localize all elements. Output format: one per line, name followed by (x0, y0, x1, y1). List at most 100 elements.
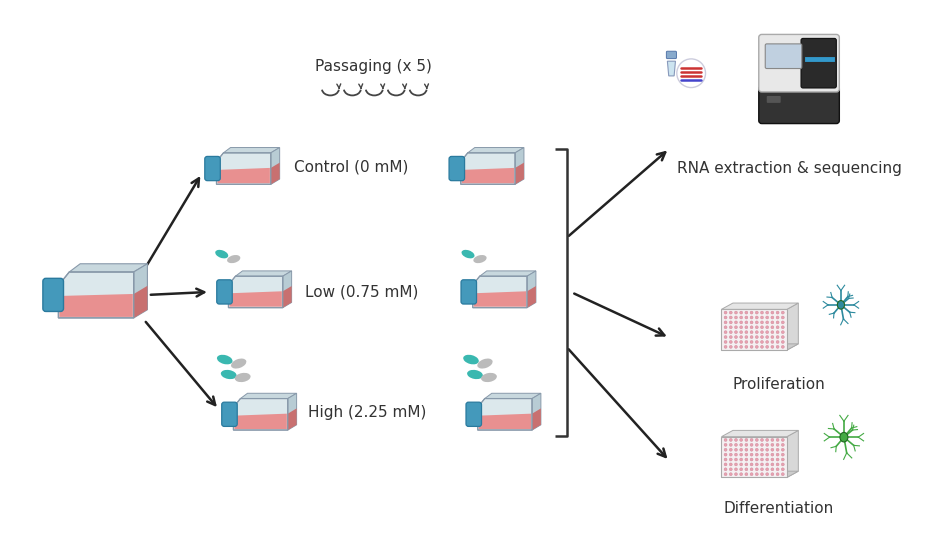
Circle shape (781, 316, 785, 319)
FancyBboxPatch shape (221, 402, 238, 426)
Circle shape (766, 345, 769, 348)
Circle shape (755, 438, 758, 442)
Text: Proliferation: Proliferation (732, 377, 826, 392)
Polygon shape (721, 431, 798, 437)
Circle shape (730, 336, 732, 339)
Circle shape (781, 311, 785, 314)
Polygon shape (478, 399, 532, 430)
Circle shape (776, 468, 779, 471)
Circle shape (750, 316, 753, 319)
Circle shape (724, 438, 727, 442)
Circle shape (781, 473, 785, 476)
Circle shape (740, 463, 743, 466)
FancyBboxPatch shape (666, 51, 676, 59)
Circle shape (766, 443, 769, 446)
Polygon shape (134, 264, 147, 318)
Circle shape (755, 473, 758, 476)
Circle shape (730, 316, 732, 319)
Polygon shape (271, 147, 279, 184)
Ellipse shape (467, 370, 483, 379)
Circle shape (770, 448, 774, 451)
Circle shape (770, 463, 774, 466)
Circle shape (766, 321, 769, 324)
Circle shape (734, 443, 737, 446)
Circle shape (724, 311, 727, 314)
Polygon shape (217, 153, 271, 184)
Ellipse shape (217, 355, 233, 364)
Polygon shape (532, 409, 541, 430)
Circle shape (776, 448, 779, 451)
Circle shape (781, 345, 785, 348)
Circle shape (761, 463, 764, 466)
Circle shape (740, 331, 743, 334)
Circle shape (776, 316, 779, 319)
Circle shape (755, 453, 758, 456)
Circle shape (770, 468, 774, 471)
Circle shape (734, 453, 737, 456)
Ellipse shape (840, 432, 848, 442)
Polygon shape (218, 168, 270, 183)
Polygon shape (283, 271, 292, 307)
Polygon shape (228, 276, 283, 307)
Circle shape (766, 340, 769, 343)
FancyBboxPatch shape (449, 156, 465, 180)
Circle shape (740, 468, 743, 471)
Polygon shape (462, 168, 514, 183)
FancyBboxPatch shape (466, 402, 482, 426)
Circle shape (730, 473, 732, 476)
FancyBboxPatch shape (759, 35, 840, 92)
FancyBboxPatch shape (767, 96, 781, 103)
Circle shape (745, 468, 748, 471)
Circle shape (724, 331, 727, 334)
Circle shape (750, 438, 753, 442)
Circle shape (770, 336, 774, 339)
Circle shape (761, 473, 764, 476)
Circle shape (676, 59, 706, 87)
Circle shape (781, 453, 785, 456)
Circle shape (755, 311, 758, 314)
Circle shape (781, 448, 785, 451)
Circle shape (750, 448, 753, 451)
Circle shape (770, 321, 774, 324)
Polygon shape (479, 414, 531, 429)
Circle shape (761, 311, 764, 314)
Ellipse shape (837, 300, 845, 309)
Circle shape (781, 336, 785, 339)
Circle shape (734, 316, 737, 319)
Circle shape (740, 453, 743, 456)
Circle shape (724, 326, 727, 329)
Polygon shape (474, 292, 526, 307)
Circle shape (750, 340, 753, 343)
Circle shape (766, 326, 769, 329)
Circle shape (745, 463, 748, 466)
Circle shape (750, 331, 753, 334)
Circle shape (761, 438, 764, 442)
Polygon shape (787, 431, 798, 477)
Circle shape (740, 345, 743, 348)
Polygon shape (467, 147, 524, 153)
Circle shape (755, 345, 758, 348)
Circle shape (750, 321, 753, 324)
Ellipse shape (227, 255, 240, 263)
Ellipse shape (477, 359, 493, 369)
Ellipse shape (235, 373, 251, 382)
Circle shape (770, 473, 774, 476)
Ellipse shape (481, 373, 497, 382)
Circle shape (770, 458, 774, 461)
Circle shape (745, 458, 748, 461)
Circle shape (755, 326, 758, 329)
Circle shape (755, 340, 758, 343)
Circle shape (734, 458, 737, 461)
Circle shape (750, 458, 753, 461)
Circle shape (745, 443, 748, 446)
Ellipse shape (220, 370, 237, 379)
Circle shape (730, 468, 732, 471)
FancyBboxPatch shape (759, 86, 840, 124)
Polygon shape (60, 294, 133, 317)
Circle shape (740, 316, 743, 319)
Circle shape (745, 340, 748, 343)
Circle shape (740, 473, 743, 476)
Circle shape (730, 321, 732, 324)
Circle shape (740, 458, 743, 461)
Circle shape (730, 438, 732, 442)
